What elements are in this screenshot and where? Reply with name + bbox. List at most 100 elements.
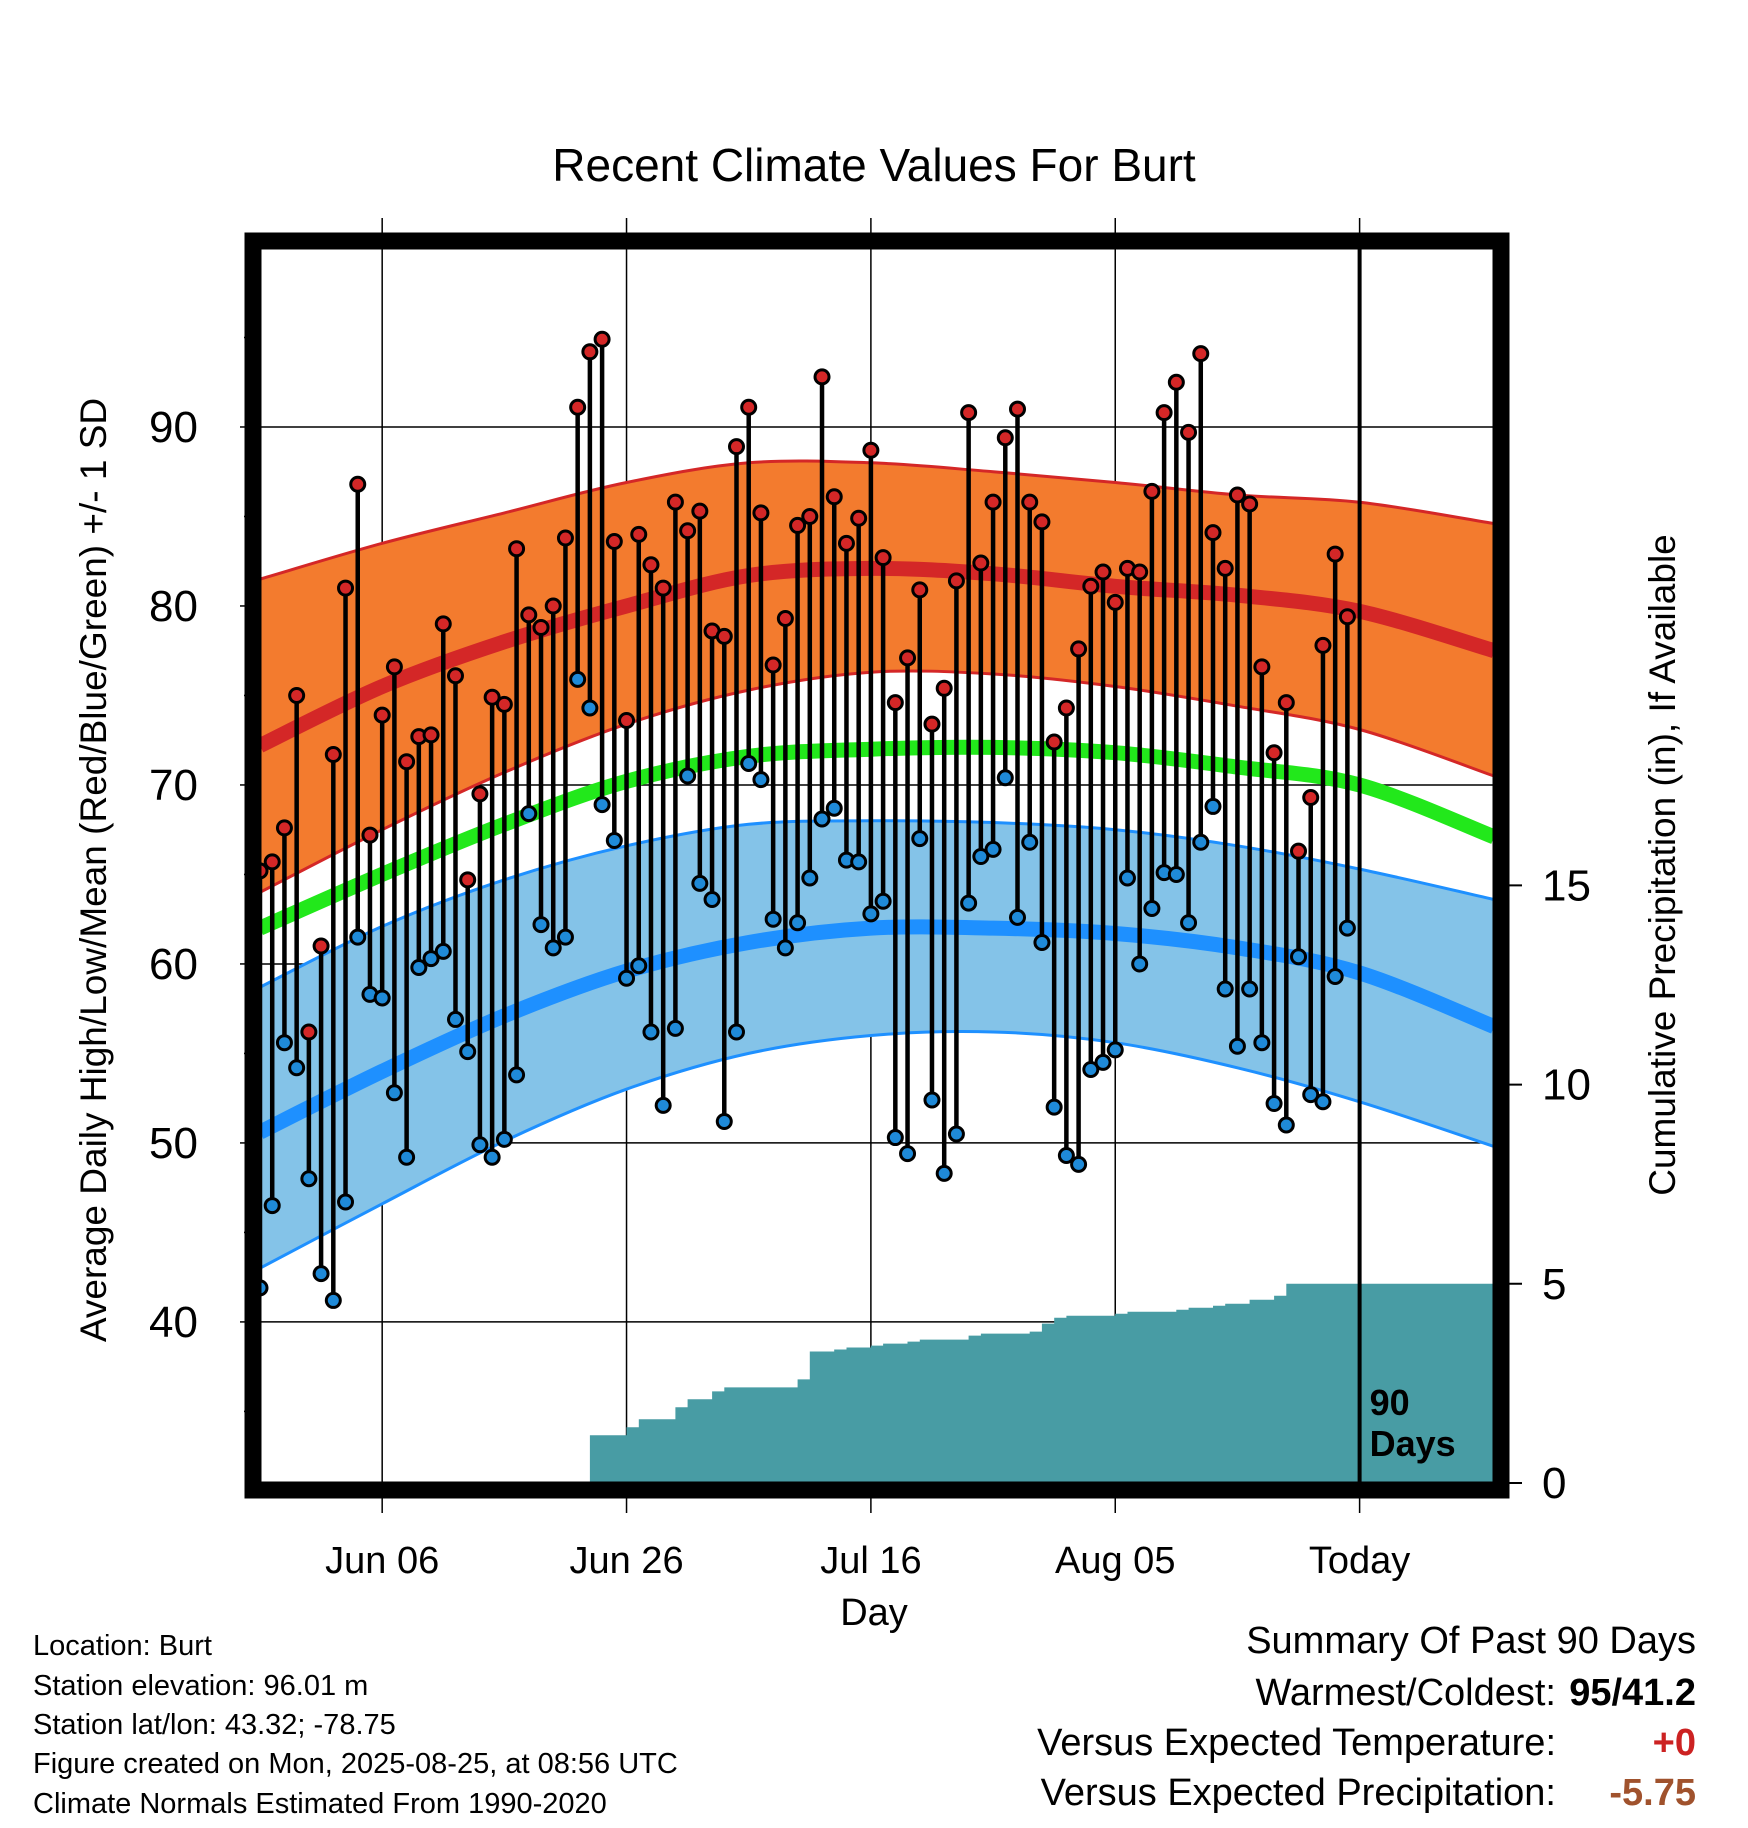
daily-low-point-37	[703, 891, 721, 909]
daily-low-point-82	[1253, 1034, 1271, 1052]
daily-low-point-73	[1143, 899, 1161, 917]
daily-low-point-80	[1228, 1037, 1246, 1055]
daily-low-point-18	[471, 1136, 489, 1154]
daily-low-point-52	[886, 1129, 904, 1147]
daily-high-point-53	[899, 649, 917, 667]
daily-high-point-26	[569, 398, 587, 416]
daily-high-point-73	[1143, 482, 1161, 500]
x-axis-label: Day	[840, 1592, 908, 1634]
summary-precip-label: Versus Expected Precipitation:	[1040, 1772, 1556, 1814]
daily-high-point-59	[972, 554, 990, 572]
daily-high-point-46	[813, 368, 831, 386]
daily-low-point-23	[532, 916, 550, 934]
daily-high-point-81	[1241, 495, 1259, 513]
daily-high-point-17	[459, 871, 477, 889]
daily-range-bars	[251, 330, 1356, 1309]
x-tick-label-2: Jul 16	[820, 1540, 921, 1582]
y-tick-label-60: 60	[149, 940, 198, 989]
daily-low-point-72	[1131, 955, 1149, 973]
daily-low-point-47	[825, 799, 843, 817]
summary-warmest-label: Warmest/Coldest:	[1255, 1672, 1556, 1714]
daily-low-point-16	[446, 1010, 464, 1028]
daily-high-point-2	[275, 819, 293, 837]
x-tick-label-1: Jun 26	[569, 1540, 683, 1582]
daily-high-point-42	[764, 656, 782, 674]
y-tick-label-90: 90	[149, 403, 198, 452]
daily-high-point-48	[837, 534, 855, 552]
daily-high-point-49	[850, 509, 868, 527]
y-tick-label-50: 50	[149, 1119, 198, 1168]
y-tick-label-80: 80	[149, 582, 198, 631]
daily-high-point-12	[398, 753, 416, 771]
daily-high-point-18	[471, 785, 489, 803]
daily-high-point-16	[446, 667, 464, 685]
daily-low-point-4	[300, 1170, 318, 1188]
daily-high-point-30	[618, 712, 636, 730]
daily-high-point-3	[288, 686, 306, 704]
daily-high-point-9	[361, 826, 379, 844]
daily-low-point-57	[947, 1125, 965, 1143]
daily-high-point-14	[422, 726, 440, 744]
daily-low-point-70	[1106, 1041, 1124, 1059]
y2-tick-label-0: 0	[1542, 1459, 1566, 1508]
daily-high-point-43	[776, 610, 794, 627]
daily-high-point-77	[1192, 345, 1210, 363]
daily-low-point-69	[1094, 1053, 1112, 1071]
x-tick-label-4: Today	[1309, 1540, 1410, 1582]
daily-high-point-66	[1057, 699, 1075, 717]
daily-low-point-41	[752, 771, 770, 789]
summary-warmest-row: Warmest/Coldest: 95/41.2	[1255, 1672, 1696, 1715]
daily-low-point-25	[556, 928, 574, 946]
daily-high-point-11	[385, 658, 403, 676]
daily-high-point-36	[691, 502, 709, 520]
daily-high-point-52	[886, 694, 904, 712]
daily-high-point-62	[1009, 400, 1027, 418]
footer-latlon: Station lat/lon: 43.32; -78.75	[33, 1709, 396, 1741]
daily-low-point-85	[1290, 948, 1308, 966]
daily-high-point-84	[1277, 694, 1295, 712]
chart-title: Recent Climate Values For Burt	[552, 139, 1196, 191]
daily-high-point-24	[544, 597, 562, 615]
daily-low-point-10	[373, 989, 391, 1007]
daily-low-point-84	[1277, 1116, 1295, 1134]
daily-low-point-65	[1045, 1098, 1063, 1116]
daily-low-point-11	[385, 1084, 403, 1102]
daily-low-point-50	[862, 905, 880, 923]
daily-high-point-39	[727, 438, 745, 456]
summary-title: Summary Of Past 90 Days	[1246, 1620, 1696, 1662]
daily-low-point-67	[1070, 1155, 1088, 1173]
daily-high-point-22	[520, 606, 538, 624]
summary-precip-value: -5.75	[1609, 1772, 1696, 1814]
daily-low-point-20	[495, 1130, 513, 1148]
summary-temp-row: Versus Expected Temperature: +0	[1037, 1722, 1696, 1765]
daily-low-point-42	[764, 910, 782, 928]
daily-low-point-39	[727, 1023, 745, 1041]
daily-low-point-29	[605, 831, 623, 849]
daily-high-point-41	[752, 504, 770, 522]
summary-temp-label: Versus Expected Temperature:	[1037, 1722, 1556, 1764]
footer-location: Location: Burt	[33, 1630, 212, 1662]
daily-high-point-47	[825, 488, 843, 506]
daily-high-point-28	[593, 330, 611, 348]
daily-low-point-78	[1204, 797, 1222, 815]
daily-low-point-61	[996, 769, 1014, 787]
daily-low-point-30	[618, 969, 636, 987]
daily-low-point-32	[642, 1023, 660, 1041]
daily-high-point-85	[1290, 842, 1308, 860]
daily-high-point-79	[1216, 559, 1234, 577]
daily-low-point-40	[740, 754, 758, 772]
daily-high-point-74	[1155, 404, 1173, 422]
daily-low-point-28	[593, 796, 611, 814]
daily-low-point-36	[691, 874, 709, 892]
high-sd-band	[260, 460, 1494, 893]
daily-high-point-78	[1204, 524, 1222, 542]
daily-low-point-31	[630, 957, 648, 975]
daily-low-point-8	[349, 928, 367, 946]
daily-high-point-57	[947, 572, 965, 590]
daily-high-point-55	[923, 715, 941, 733]
y2-axis-label: Cumulative Precipitation (in), If Availa…	[1642, 534, 1683, 1196]
daily-low-point-83	[1265, 1095, 1283, 1113]
daily-low-point-19	[483, 1148, 501, 1166]
daily-high-point-70	[1106, 593, 1124, 611]
